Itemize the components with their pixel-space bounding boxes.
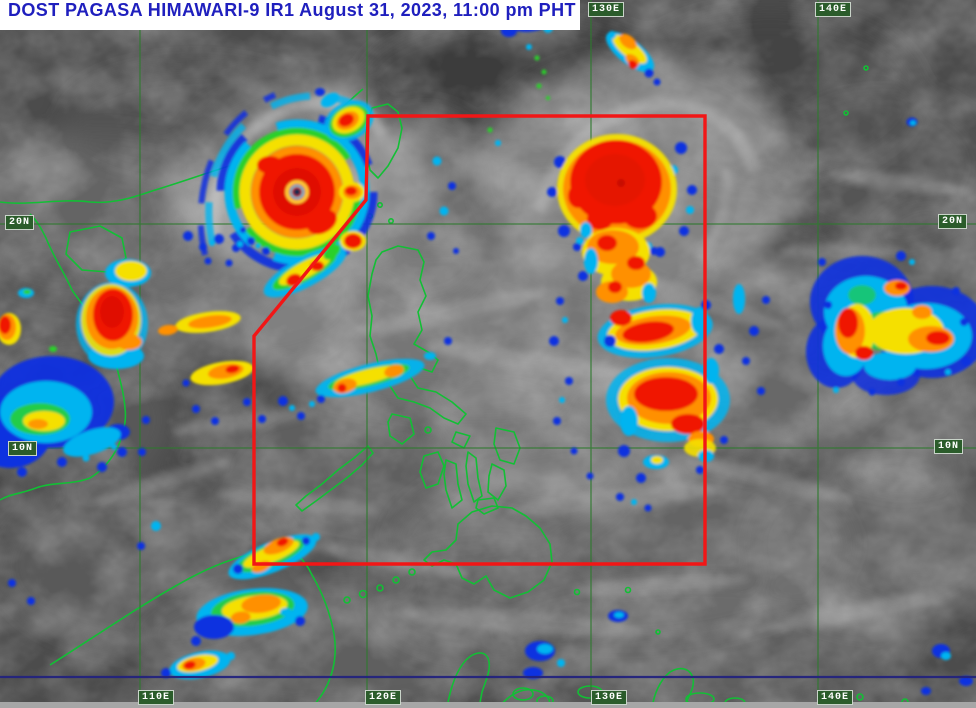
bottom-strip	[0, 702, 976, 708]
geo-label-right-10n: 10N	[934, 439, 964, 454]
geo-label-top-140e: 140E	[815, 2, 852, 17]
coast-mindanao	[423, 505, 553, 599]
typhoon-haikui	[547, 134, 697, 303]
geo-label-left-20n: 20N	[5, 215, 35, 230]
typhoon-saola	[183, 88, 378, 298]
geo-label-left-10n: 10N	[8, 441, 38, 456]
image-title: DOST PAGASA HIMAWARI-9 IR1 August 31, 20…	[0, 0, 580, 30]
geo-label-bottom-140e: 140E	[817, 690, 854, 705]
coast-palawan	[295, 445, 374, 512]
geo-label-bottom-110e: 110E	[138, 690, 175, 705]
geo-label-right-20n: 20N	[938, 214, 968, 229]
geo-label-top-130e: 130E	[588, 2, 625, 17]
coast-luzon	[367, 245, 467, 425]
convection-southwest	[137, 521, 320, 680]
convection-west	[0, 259, 254, 605]
coast-vietnam	[0, 213, 127, 501]
coast-mindoro	[387, 413, 415, 445]
par-boundary	[252, 114, 707, 566]
geo-label-bottom-130e: 130E	[591, 690, 628, 705]
geo-label-bottom-120e: 120E	[365, 690, 402, 705]
convection-luzon	[182, 127, 501, 425]
haikui-eye	[617, 179, 625, 187]
saola-eye	[293, 188, 301, 196]
rainband-haikui	[549, 284, 770, 512]
convection-east	[806, 251, 976, 396]
coast-halmahera	[651, 667, 695, 708]
